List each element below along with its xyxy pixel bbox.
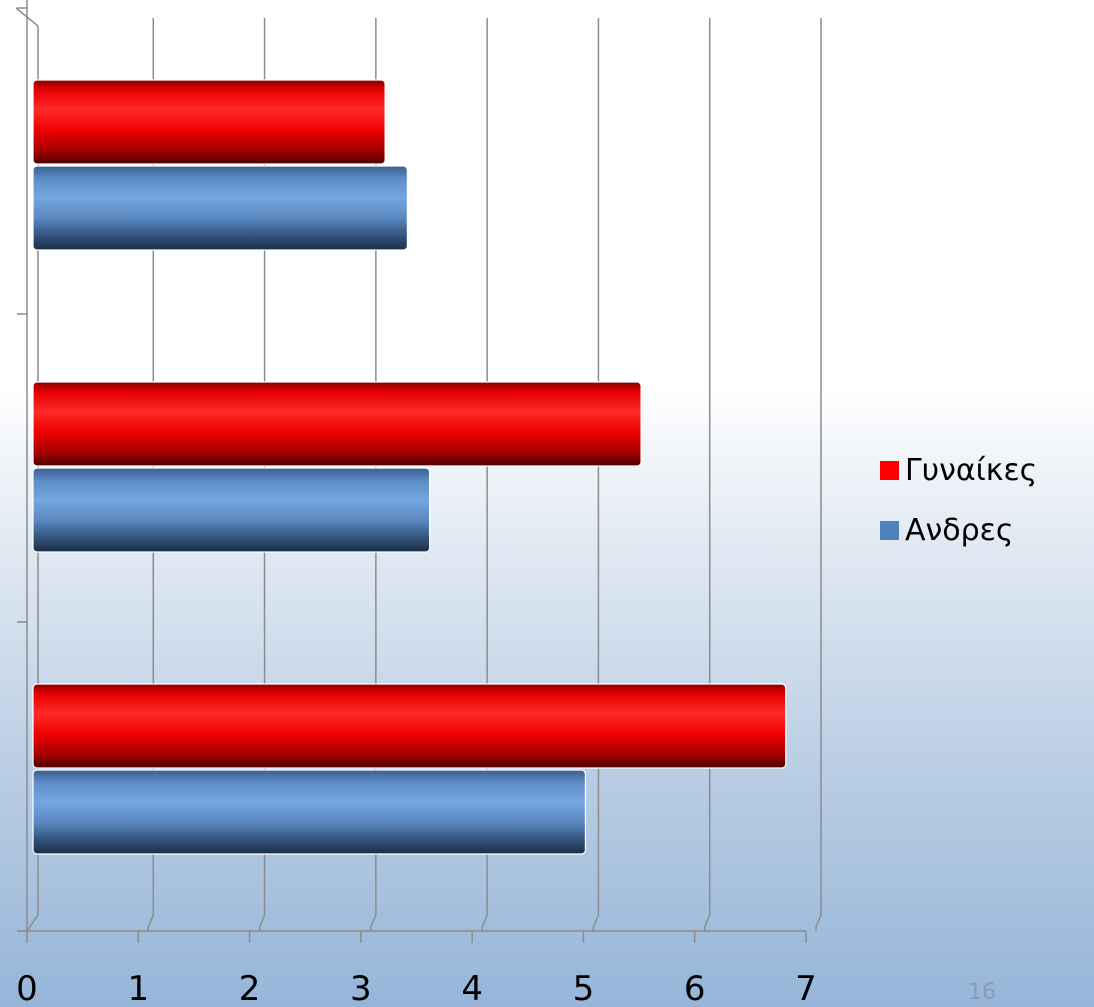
x-tick-label-7: 7 [795,969,817,1007]
legend-label-men: Ανδρες [905,512,1014,548]
x-tick-label-2: 2 [239,969,261,1007]
bar-women-2 [32,683,787,769]
x-tick-label-1: 1 [127,969,149,1007]
bar-men-0 [32,165,408,251]
x-tick-labels: 0 1 2 3 4 5 6 7 [16,969,817,1007]
axes [15,0,807,943]
gridline-5 [592,18,600,931]
x-tick-label-4: 4 [461,969,483,1007]
gridline-6 [703,18,711,931]
legend-swatch-men [880,520,899,540]
bar-men-1 [32,467,431,553]
bars [32,79,787,855]
bar-women-0 [32,79,386,165]
page-number: 16 [968,980,996,1005]
bar-men-2 [32,769,587,855]
x-tick-label-0: 0 [16,969,38,1007]
legend: Γυναίκες Ανδρες [880,449,1037,569]
legend-label-women: Γυναίκες [905,452,1038,488]
gridline-7 [815,18,822,931]
bar-women-1 [32,381,642,467]
legend-item-men: Ανδρες [880,509,1037,551]
legend-item-women: Γυναίκες [880,449,1037,491]
legend-swatch-women [880,460,899,480]
x-tick-label-5: 5 [573,969,595,1007]
x-tick-label-3: 3 [350,969,372,1007]
x-tick-label-6: 6 [684,969,706,1007]
